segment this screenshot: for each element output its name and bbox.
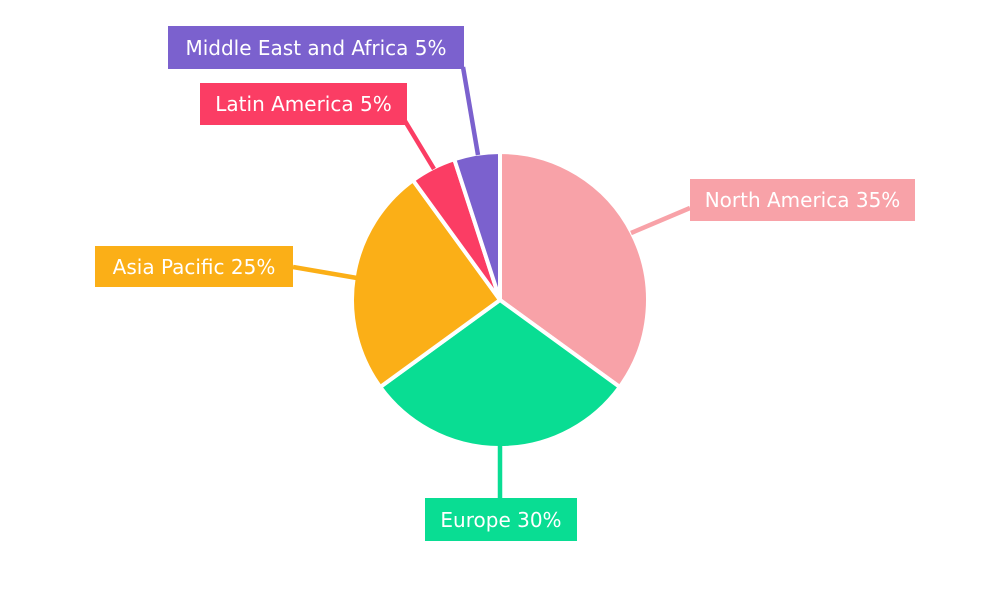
- leader-line-middle-east-and-africa: [460, 66, 481, 156]
- leader-line-asia-pacific: [292, 264, 358, 281]
- leader-lines: [292, 66, 691, 498]
- leader-line-latin-america: [403, 119, 436, 171]
- pie-slices: [350, 150, 650, 450]
- leader-line-north-america: [630, 205, 691, 236]
